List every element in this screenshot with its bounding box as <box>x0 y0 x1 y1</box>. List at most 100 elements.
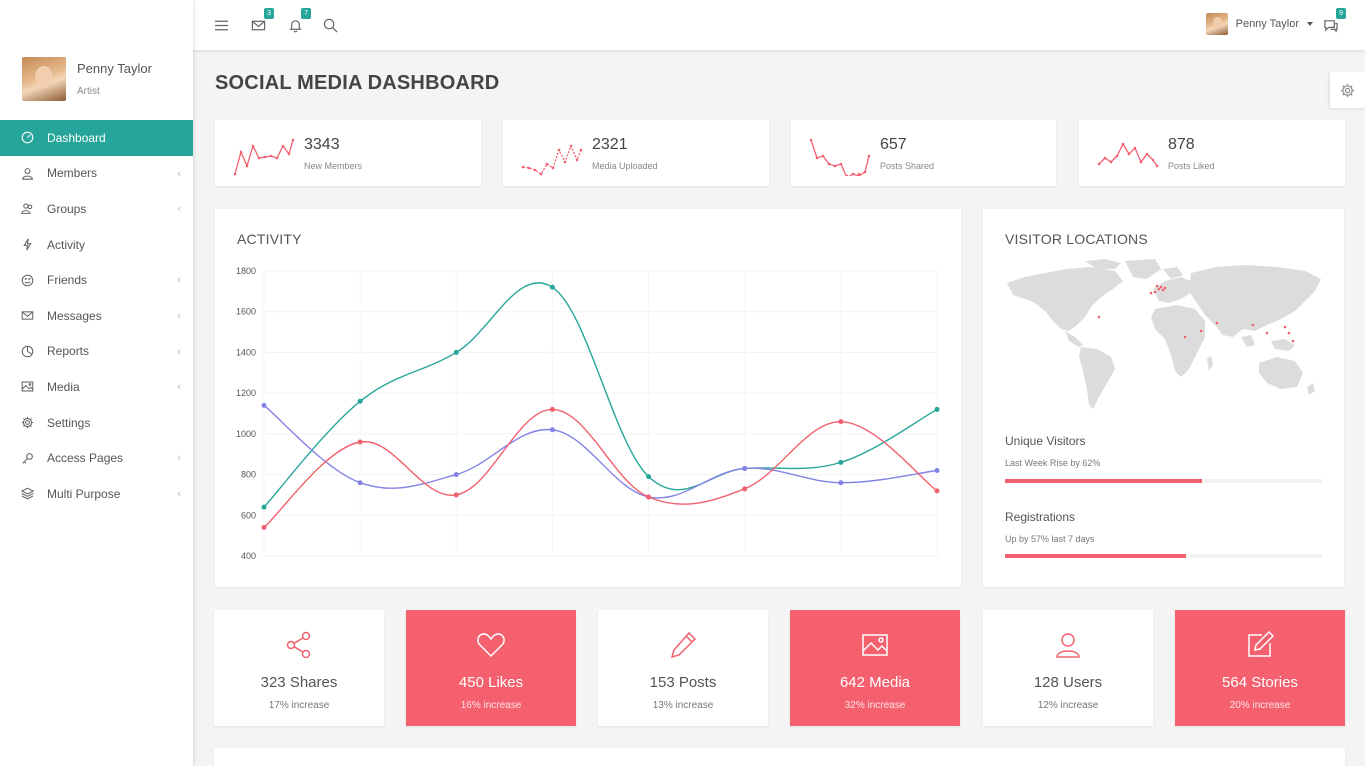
data-point-red <box>934 488 940 494</box>
chevron-left-icon: ‹ <box>177 274 181 287</box>
bell-icon[interactable]: 7 <box>287 8 311 33</box>
tile-sub: 20% increase <box>1229 700 1291 711</box>
chart-y-ticks: 400 600 800 1000 1200 1400 1600 1800 <box>236 266 256 561</box>
settings-toggle[interactable] <box>1330 72 1365 108</box>
profile-name: Penny Taylor <box>77 61 152 76</box>
sidebar-item-access-pages[interactable]: Access Pages ‹ <box>0 440 193 476</box>
user-name: Penny Taylor <box>1235 18 1299 30</box>
sidebar-item-activity[interactable]: Activity <box>0 227 193 263</box>
tile-likes[interactable]: 450 Likes 16% increase <box>406 610 576 726</box>
sidebar-item-label: Reports <box>47 344 90 359</box>
data-point-red <box>838 419 844 425</box>
data-point-red <box>453 492 459 498</box>
chat-icon[interactable]: 9 <box>1322 8 1346 33</box>
unique-visitors-sub: Last Week Rise by 62% <box>1005 458 1101 468</box>
tile-shares[interactable]: 323 Shares 17% increase <box>214 610 384 726</box>
data-point-teal <box>453 349 459 355</box>
data-point-teal <box>261 504 267 510</box>
tile-title: 642 Media <box>839 674 911 691</box>
avatar <box>1205 13 1228 35</box>
bottom-card <box>214 748 1345 766</box>
sidebar-item-messages[interactable]: Messages ‹ <box>0 298 193 334</box>
chevron-left-icon: ‹ <box>177 381 181 394</box>
stat-card-media-uploaded: 2321 Media Uploaded <box>503 120 769 186</box>
envelope-icon <box>20 309 34 323</box>
sidebar-profile: Penny Taylor Artist <box>0 0 193 120</box>
menu-icon[interactable] <box>213 17 229 33</box>
y-tick-label: 1200 <box>236 388 256 398</box>
tile-sub: 17% increase <box>268 700 330 711</box>
gear-icon <box>20 416 34 430</box>
unique-visitors-progress <box>1005 479 1322 483</box>
sidebar-item-label: Messages <box>47 308 102 323</box>
tile-users[interactable]: 128 Users 12% increase <box>983 610 1153 726</box>
tile-stories[interactable]: 564 Stories 20% increase <box>1175 610 1345 726</box>
sidebar-item-multi-purpose[interactable]: Multi Purpose ‹ <box>0 476 193 512</box>
y-tick-label: 1000 <box>236 429 256 439</box>
data-point-teal <box>357 398 363 404</box>
registrations-title: Registrations <box>1005 510 1076 524</box>
sidebar-item-members[interactable]: Members ‹ <box>0 156 193 192</box>
user-menu[interactable]: Penny Taylor <box>1205 13 1313 35</box>
sparkline-new-members <box>233 138 295 176</box>
sidebar-item-dashboard[interactable]: Dashboard <box>0 120 193 156</box>
data-point-red <box>549 406 555 412</box>
tile-title: 450 Likes <box>458 674 524 691</box>
chevron-left-icon: ‹ <box>177 203 181 216</box>
topbar: 3 7 Penny Taylor 9 <box>193 0 1365 50</box>
stat-value: 3343 <box>304 136 340 153</box>
profile-role: Artist <box>77 86 100 97</box>
sparkline-posts-liked <box>1097 142 1159 168</box>
chart-grid <box>263 270 938 557</box>
chevron-left-icon: ‹ <box>177 167 181 180</box>
tile-media[interactable]: 642 Media 32% increase <box>790 610 960 726</box>
unique-visitors-title: Unique Visitors <box>1005 434 1086 448</box>
tile-posts[interactable]: 153 Posts 13% increase <box>598 610 768 726</box>
avatar[interactable] <box>22 57 66 101</box>
sidebar-item-label: Dashboard <box>47 130 106 145</box>
mail-icon[interactable]: 3 <box>250 8 274 33</box>
stat-card-posts-shared: 657 Posts Shared <box>791 120 1056 186</box>
sidebar-item-label: Groups <box>47 201 87 216</box>
chevron-left-icon: ‹ <box>177 487 181 500</box>
tile-sub: 32% increase <box>844 700 906 711</box>
y-tick-label: 1400 <box>236 347 256 357</box>
sidebar-item-label: Activity <box>47 237 86 252</box>
series-line-teal <box>263 282 938 508</box>
stat-card-posts-liked: 878 Posts Liked <box>1079 120 1345 186</box>
sidebar-item-friends[interactable]: Friends ‹ <box>0 262 193 298</box>
sidebar-item-groups[interactable]: Groups ‹ <box>0 191 193 227</box>
search-icon[interactable] <box>322 17 338 33</box>
heart-icon <box>477 633 505 658</box>
stat-label: Posts Shared <box>880 161 935 171</box>
sidebar-item-media[interactable]: Media ‹ <box>0 369 193 405</box>
y-tick-label: 800 <box>241 470 256 480</box>
smile-icon <box>20 273 34 287</box>
sidebar-nav: Dashboard Members ‹ Groups ‹ Activity Fr… <box>0 120 193 512</box>
data-point-red <box>261 525 267 530</box>
stat-value: 878 <box>1168 136 1195 153</box>
dashboard-icon <box>20 131 34 145</box>
tile-title: 128 Users <box>1033 674 1103 691</box>
sidebar-item-reports[interactable]: Reports ‹ <box>0 334 193 370</box>
data-point-purple <box>453 472 459 478</box>
tile-sub: 13% increase <box>652 700 714 711</box>
chevron-left-icon: ‹ <box>177 309 181 322</box>
world-map[interactable] <box>1005 259 1325 411</box>
data-point-teal <box>934 406 940 412</box>
y-tick-label: 400 <box>241 551 256 561</box>
registrations-progress <box>1005 554 1322 558</box>
tile-sub: 12% increase <box>1037 700 1099 711</box>
data-point-teal <box>646 474 652 480</box>
sidebar-item-settings[interactable]: Settings <box>0 405 193 441</box>
users-icon <box>20 202 34 216</box>
y-tick-label: 1600 <box>236 307 256 317</box>
unique-visitors-progress-fill <box>1005 479 1202 483</box>
data-point-purple <box>742 465 748 471</box>
series-line-red <box>263 408 938 529</box>
chart-series <box>261 282 940 530</box>
tile-title: 323 Shares <box>260 674 338 691</box>
mail-badge: 3 <box>264 8 274 19</box>
sparkline-posts-shared <box>809 138 871 176</box>
sidebar-item-label: Friends <box>47 273 88 288</box>
